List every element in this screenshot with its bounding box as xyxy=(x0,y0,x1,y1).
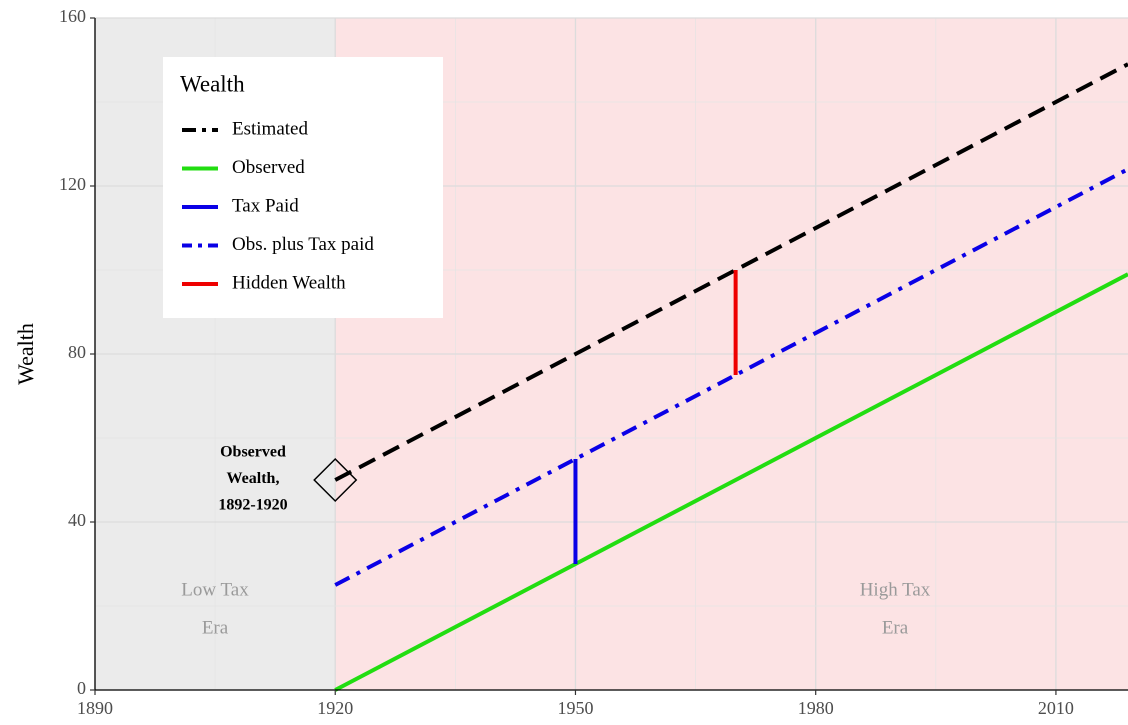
legend-label: Hidden Wealth xyxy=(232,272,346,293)
x-tick-label: 2010 xyxy=(1038,698,1074,718)
y-tick-label: 120 xyxy=(59,174,86,194)
legend-label: Tax Paid xyxy=(232,195,299,216)
series-line xyxy=(334,167,1128,587)
legend-title: Wealth xyxy=(180,71,245,96)
legend: Wealth Estimated Observed Tax Paid Obs. plus… xyxy=(163,57,443,318)
x-tick-label: 1950 xyxy=(557,698,593,718)
era-label: Era xyxy=(882,617,909,638)
annotation: 1892-1920 xyxy=(218,497,287,514)
annotation: Observed xyxy=(220,444,286,461)
era-label: Era xyxy=(202,617,229,638)
y-tick-label: 80 xyxy=(68,342,86,362)
legend-label: Obs. plus Tax paid xyxy=(232,234,374,255)
y-tick-label: 160 xyxy=(59,6,86,26)
legend-label: Observed xyxy=(232,157,305,178)
x-tick-label: 1890 xyxy=(77,698,113,718)
x-tick-label: 1980 xyxy=(798,698,834,718)
point-marker xyxy=(313,457,358,503)
era-label: High Tax xyxy=(860,579,931,600)
era-label: Low Tax xyxy=(181,579,249,600)
series-line xyxy=(334,272,1128,692)
y-tick-label: 0 xyxy=(77,678,86,698)
legend-box xyxy=(163,57,443,318)
annotation: Wealth, xyxy=(227,470,280,487)
y-axis-label: Wealth xyxy=(13,323,38,385)
x-tick-label: 1920 xyxy=(317,698,353,718)
legend-label: Estimated xyxy=(232,118,308,139)
y-tick-label: 40 xyxy=(68,510,86,530)
series-line xyxy=(334,62,1128,482)
